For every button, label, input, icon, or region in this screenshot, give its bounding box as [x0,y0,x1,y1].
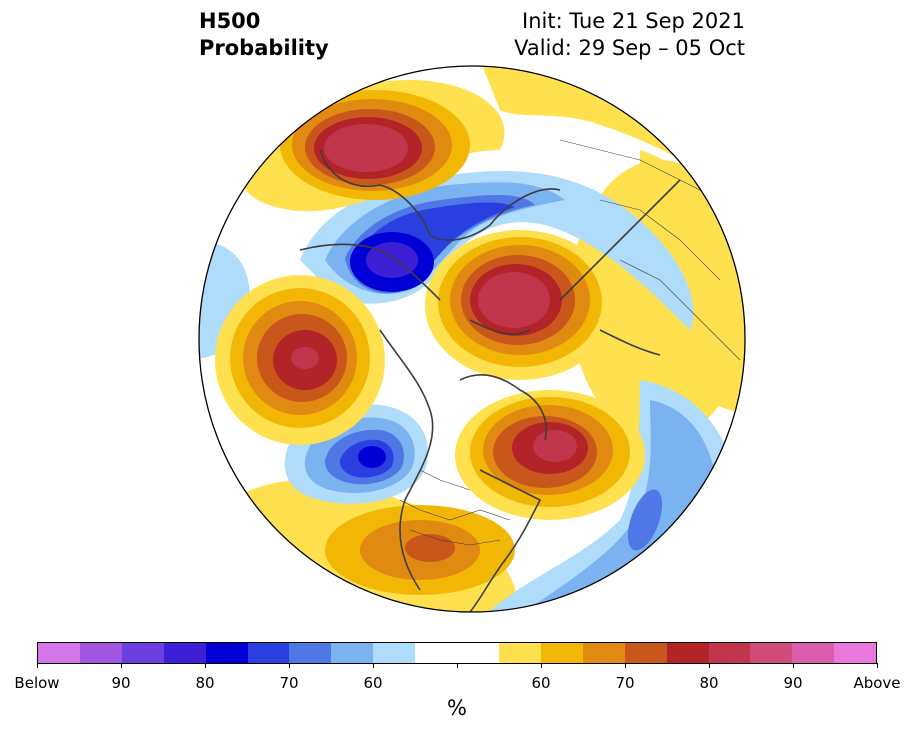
colorbar-segment [750,643,793,663]
colorbar-tick-label: 90 [783,674,803,692]
colorbar-tick [37,663,38,668]
colorbar-segment [457,643,499,663]
colorbar-unit: % [447,696,467,720]
colorbar-tick [289,663,290,668]
colorbar-segment [163,643,206,663]
colorbar-tick [793,663,794,668]
polar-probability-map [198,65,746,613]
colorbar-tick-label: 70 [279,674,299,692]
colorbar-segment [38,643,80,663]
colorbar-segment [708,643,751,663]
colorbar-segment [121,643,164,663]
colorbar-tick [709,663,710,668]
colorbar-tick-label: 90 [111,674,131,692]
colorbar-tick-label: 80 [195,674,215,692]
colorbar-segment [666,643,709,663]
colorbar-segment [624,643,667,663]
colorbar-tick-label: Below [14,674,60,692]
shaded-field [199,66,745,612]
colorbar-tick [373,663,374,668]
map-title-left: H500 Probability [199,8,329,62]
colorbar [37,642,877,664]
colorbar-segment [498,643,541,663]
colorbar-segment [289,643,332,663]
colorbar-tick [541,663,542,668]
colorbar-tick-label: 70 [615,674,635,692]
map-boundary [198,65,746,613]
colorbar-tick [877,663,878,668]
colorbar-segment [205,643,248,663]
colorbar-tick-label: 60 [363,674,383,692]
map-title-right: Init: Tue 21 Sep 2021 Valid: 29 Sep – 05… [514,8,745,62]
colorbar-segment [582,643,625,663]
init-date: Init: Tue 21 Sep 2021 [522,9,745,33]
colorbar-segment [792,643,835,663]
variable-label: H500 [199,9,261,33]
colorbar-tick-label: 80 [699,674,719,692]
colorbar-segment [373,643,416,663]
colorbar-segment [247,643,290,663]
colorbar-tick [205,663,206,668]
colorbar-tick-label: Above [853,674,901,692]
colorbar-segment [834,643,877,663]
colorbar-tick-label: 60 [531,674,551,692]
colorbar-segment [415,643,458,663]
colorbar-segment [331,643,374,663]
colorbar-segment [79,643,122,663]
valid-range: Valid: 29 Sep – 05 Oct [514,36,745,60]
colorbar-tick [457,663,458,668]
colorbar-tick [121,663,122,668]
product-label: Probability [199,36,329,60]
colorbar-tick [625,663,626,668]
colorbar-segment [540,643,583,663]
